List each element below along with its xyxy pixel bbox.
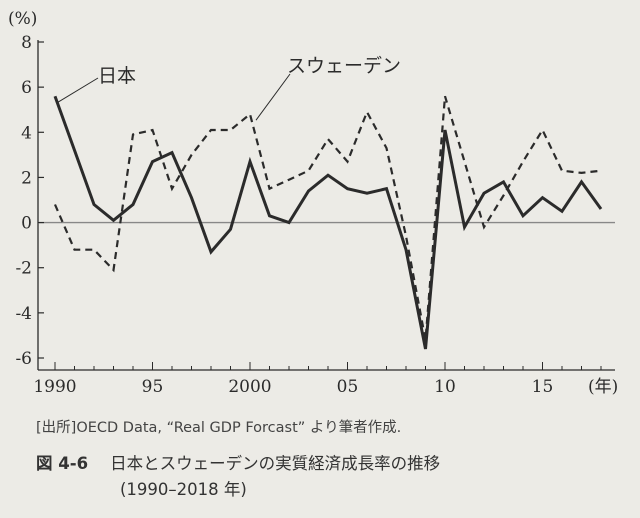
y-tick-label: 2	[21, 168, 32, 188]
series-label-japan: 日本	[98, 65, 136, 87]
x-axis-label: (年)	[588, 377, 618, 397]
leader-line-japan	[57, 77, 99, 103]
y-tick-label: 4	[21, 123, 32, 143]
series-line-japan	[53, 95, 603, 350]
leader-line-sweden	[255, 73, 291, 121]
x-tick-label: 15	[532, 377, 554, 397]
y-tick-label: 0	[21, 214, 32, 234]
y-tick-label: -2	[15, 259, 32, 279]
source-note: [出所]OECD Data, “Real GDP Forcast” より筆者作成…	[36, 420, 402, 436]
x-tick-label: 1990	[33, 377, 76, 397]
y-tick-label: 8	[21, 33, 32, 53]
y-tick-label: -6	[15, 349, 32, 369]
chart-axes	[37, 40, 615, 371]
x-tick-label: 2000	[228, 377, 271, 397]
figure-caption: 図 4-6 日本とスウェーデンの実質経済成長率の推移 (1990–2018 年)	[36, 451, 440, 503]
x-tick-label: 10	[434, 377, 456, 397]
x-tick-label: 05	[337, 377, 359, 397]
x-tick-label: 95	[142, 377, 164, 397]
figure-number: 図 4-6	[36, 454, 89, 473]
y-tick-label: -4	[15, 304, 32, 324]
chart-series-labels: 日本 スウェーデン	[57, 55, 401, 121]
figure-subtitle: (1990–2018 年)	[120, 480, 247, 499]
y-tick-label: 6	[21, 78, 32, 98]
y-axis-label: (%)	[8, 9, 37, 29]
series-line-sweden	[53, 95, 602, 341]
figure-title: 日本とスウェーデンの実質経済成長率の推移	[110, 454, 441, 473]
chart-series	[53, 95, 603, 350]
series-label-sweden: スウェーデン	[287, 55, 401, 77]
